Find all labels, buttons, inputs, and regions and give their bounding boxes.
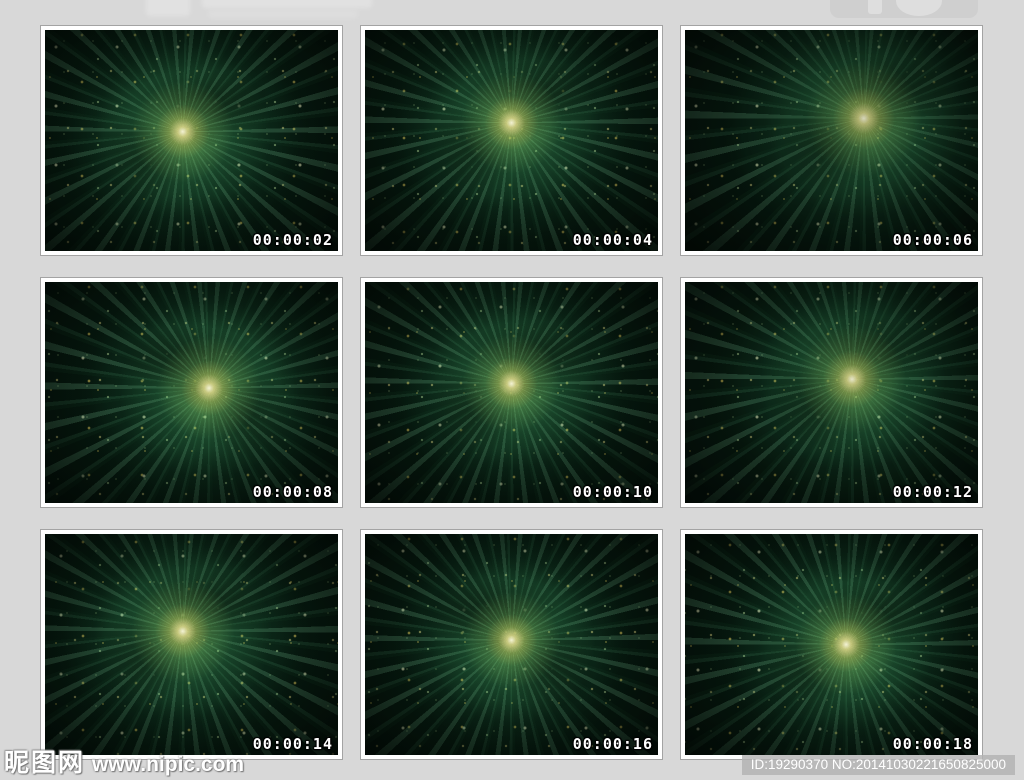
particle-burst-art	[685, 282, 978, 503]
video-frame-thumbnail[interactable]: 00:00:12	[680, 277, 983, 508]
frame-timestamp: 00:00:16	[572, 735, 653, 753]
video-frame-thumbnail[interactable]: 00:00:18	[680, 529, 983, 760]
video-frame-thumbnail[interactable]: 00:00:08	[40, 277, 343, 508]
frame-timestamp: 00:00:08	[252, 483, 333, 501]
particle-burst-art	[685, 30, 978, 251]
frame-timestamp: 00:00:06	[892, 231, 973, 249]
frame-timestamp: 00:00:18	[892, 735, 973, 753]
video-frame-thumbnail[interactable]: 00:00:04	[360, 25, 663, 256]
frame-timestamp: 00:00:12	[892, 483, 973, 501]
faded-top-watermark	[128, 0, 378, 18]
faded-logo-shape	[146, 0, 190, 16]
particle-burst-art	[365, 534, 658, 755]
video-frame-thumbnail[interactable]: 00:00:14	[40, 529, 343, 760]
particle-burst-art	[45, 30, 338, 251]
faded-logo-shape	[208, 10, 358, 18]
frame-timestamp: 00:00:14	[252, 735, 333, 753]
faded-logo-shape	[202, 0, 372, 8]
frame-timestamp: 00:00:10	[572, 483, 653, 501]
video-frame-thumbnail[interactable]: 00:00:06	[680, 25, 983, 256]
video-frame-thumbnail[interactable]: 00:00:10	[360, 277, 663, 508]
particle-burst-art	[685, 534, 978, 755]
particle-burst-art	[365, 282, 658, 503]
frame-thumbnail-grid: 00:00:02 00:00:04 00:00:06 00:00:08 00:0…	[40, 25, 983, 760]
frame-timestamp: 00:00:02	[252, 231, 333, 249]
particle-burst-art	[45, 282, 338, 503]
cropped-corner-badge	[830, 0, 978, 18]
video-frame-thumbnail[interactable]: 00:00:16	[360, 529, 663, 760]
particle-burst-art	[365, 30, 658, 251]
badge-glyph	[896, 0, 942, 16]
particle-burst-art	[45, 534, 338, 755]
badge-glyph	[868, 0, 882, 14]
video-frame-thumbnail[interactable]: 00:00:02	[40, 25, 343, 256]
frame-timestamp: 00:00:04	[572, 231, 653, 249]
